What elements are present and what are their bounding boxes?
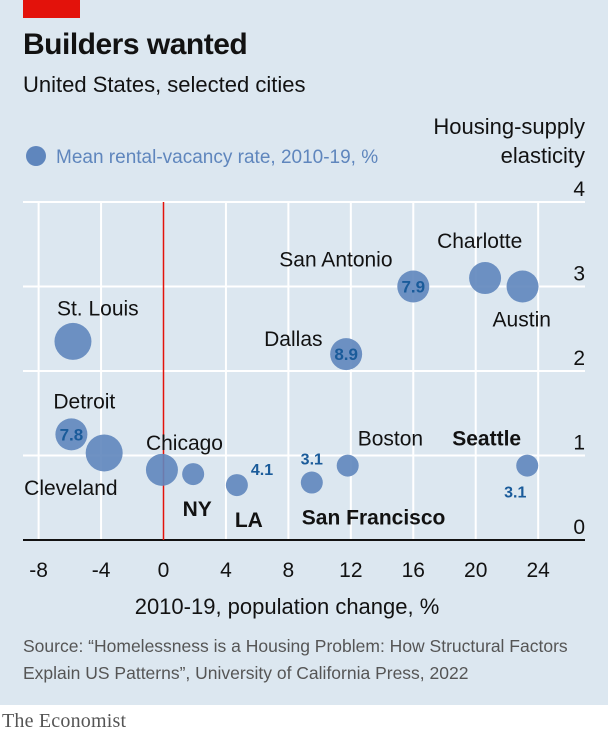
chart-subtitle: United States, selected cities xyxy=(23,72,306,97)
y-tick-label: 0 xyxy=(573,516,585,539)
bubble xyxy=(516,454,539,477)
bubble xyxy=(397,270,430,303)
city-label: Chicago xyxy=(146,432,223,455)
city-label: NY xyxy=(183,498,212,521)
x-tick-label: 4 xyxy=(220,559,232,582)
bubble xyxy=(506,270,539,303)
bubble xyxy=(469,262,502,295)
x-tick-label: -8 xyxy=(29,559,48,582)
city-label: Dallas xyxy=(264,328,322,351)
x-tick-label: 20 xyxy=(464,559,487,582)
city-label: Boston xyxy=(358,428,423,451)
economist-logo: The Economist xyxy=(2,710,127,732)
city-label: Seattle xyxy=(452,428,521,451)
vacancy-label: 7.8 xyxy=(60,425,84,444)
x-tick-label: 0 xyxy=(158,559,170,582)
city-label: San Francisco xyxy=(302,507,446,530)
vacancy-label: 3.1 xyxy=(504,485,526,502)
vacancy-label: 3.1 xyxy=(301,452,323,469)
chart-title: Builders wanted xyxy=(23,28,248,61)
legend-marker xyxy=(26,146,46,166)
city-label: Charlotte xyxy=(437,230,522,253)
scatter-chart: Mean rental-vacancy rate, 2010-19, % Hou… xyxy=(23,114,585,619)
bubble xyxy=(54,322,92,360)
footer xyxy=(0,705,608,739)
bubble xyxy=(182,463,205,486)
bubbles xyxy=(54,262,539,497)
bubble xyxy=(225,474,248,497)
x-tick-label: -4 xyxy=(92,559,111,582)
city-label: LA xyxy=(235,509,263,532)
bubble xyxy=(300,471,323,494)
y-tick-label: 1 xyxy=(573,432,585,455)
y-tick-label: 4 xyxy=(573,178,585,201)
bubble xyxy=(85,434,123,472)
x-tick-label: 8 xyxy=(283,559,295,582)
vacancy-label: 8.9 xyxy=(334,345,358,364)
city-label: San Antonio xyxy=(279,249,392,272)
city-label: Austin xyxy=(493,309,551,332)
y-axis-label-line1: Housing-supply xyxy=(433,114,585,139)
bubble xyxy=(336,454,359,477)
vacancy-label: 7.9 xyxy=(401,278,425,297)
bubble xyxy=(55,418,88,451)
city-labels: St. Louis Detroit Cleveland Chicago NY LA San … xyxy=(24,230,551,532)
gridlines xyxy=(23,201,585,541)
x-tick-label: 24 xyxy=(526,559,550,582)
x-tick-label: 16 xyxy=(402,559,425,582)
legend-label: Mean rental-vacancy rate, 2010-19, % xyxy=(56,147,378,168)
y-axis-label-line2: elasticity xyxy=(501,143,585,168)
bubble xyxy=(145,453,178,486)
y-tick-label: 2 xyxy=(573,347,585,370)
city-label: Cleveland xyxy=(24,477,117,500)
x-axis-label: 2010-19, population change, % xyxy=(135,594,440,619)
y-tick-label: 3 xyxy=(573,263,585,286)
city-label: St. Louis xyxy=(57,297,139,320)
brand-tag xyxy=(23,0,80,18)
vacancy-label: 4.1 xyxy=(251,462,273,479)
x-tick-label: 12 xyxy=(339,559,362,582)
bubble xyxy=(330,338,363,371)
source-note: Source: “Homelessness is a Housing Probl… xyxy=(23,636,568,683)
city-label: Detroit xyxy=(53,390,115,413)
